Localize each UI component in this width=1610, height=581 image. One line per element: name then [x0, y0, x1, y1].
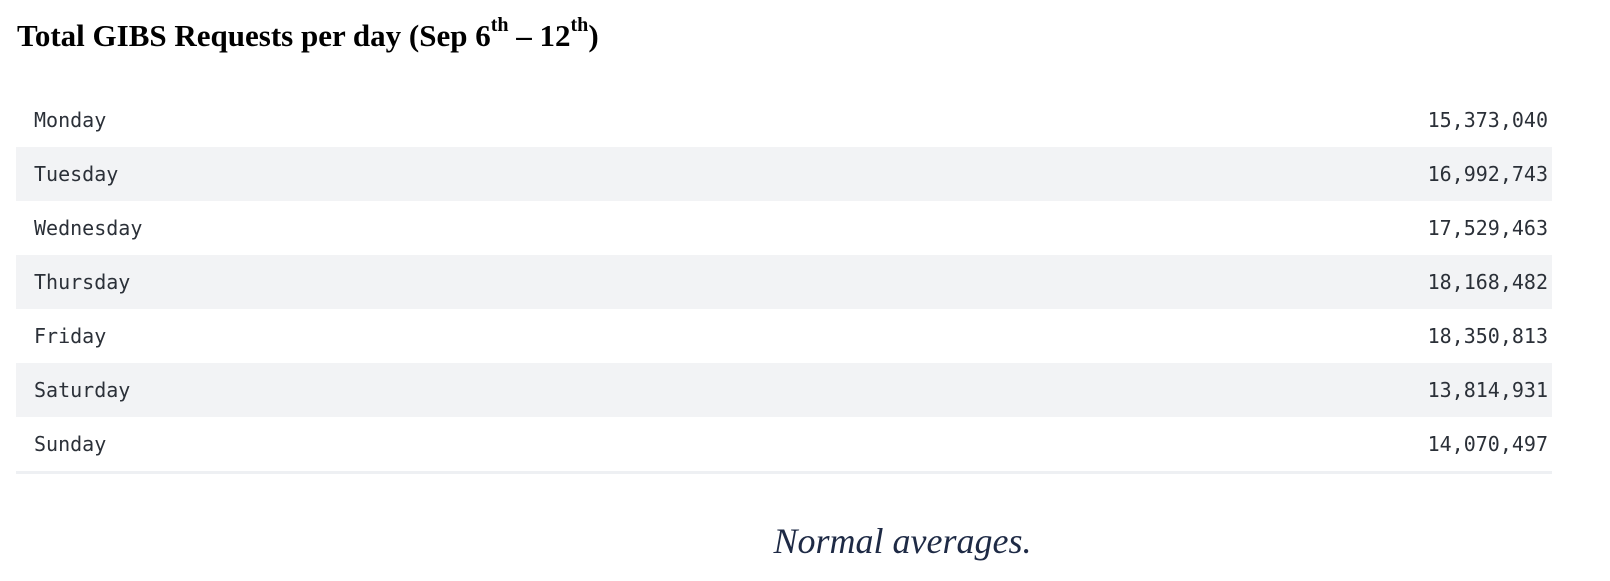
request-count: 16,992,743	[1427, 162, 1548, 186]
table-row: Tuesday 16,992,743	[16, 147, 1552, 201]
title-superscript-start: th	[490, 13, 509, 36]
table-row: Saturday 13,814,931	[16, 363, 1552, 417]
day-label: Saturday	[34, 378, 131, 402]
page-title: Total GIBS Requests per day (Sep 6th – 1…	[17, 14, 599, 58]
caption: Normal averages.	[773, 521, 1032, 561]
day-label: Tuesday	[34, 162, 119, 186]
day-label: Monday	[34, 108, 107, 132]
title-prefix: Total GIBS Requests per day (Sep 6	[17, 18, 491, 53]
table-row: Monday 15,373,040	[16, 93, 1552, 147]
request-count: 15,373,040	[1427, 108, 1548, 132]
table-row: Friday 18,350,813	[16, 309, 1552, 363]
day-label: Friday	[34, 324, 107, 348]
table-row: Wednesday 17,529,463	[16, 201, 1552, 255]
request-count: 18,350,813	[1427, 324, 1548, 348]
title-middle: – 12	[508, 18, 571, 53]
title-superscript-end: th	[570, 13, 589, 36]
requests-table: Monday 15,373,040 Tuesday 16,992,743 Wed…	[16, 93, 1552, 474]
request-count: 13,814,931	[1427, 378, 1548, 402]
day-label: Thursday	[34, 270, 131, 294]
day-label: Wednesday	[34, 216, 143, 240]
table-row: Thursday 18,168,482	[16, 255, 1552, 309]
title-suffix: )	[588, 18, 599, 53]
request-count: 17,529,463	[1427, 216, 1548, 240]
day-label: Sunday	[34, 432, 107, 456]
request-count: 18,168,482	[1427, 270, 1548, 294]
table-row: Sunday 14,070,497	[16, 417, 1552, 471]
request-count: 14,070,497	[1427, 432, 1548, 456]
